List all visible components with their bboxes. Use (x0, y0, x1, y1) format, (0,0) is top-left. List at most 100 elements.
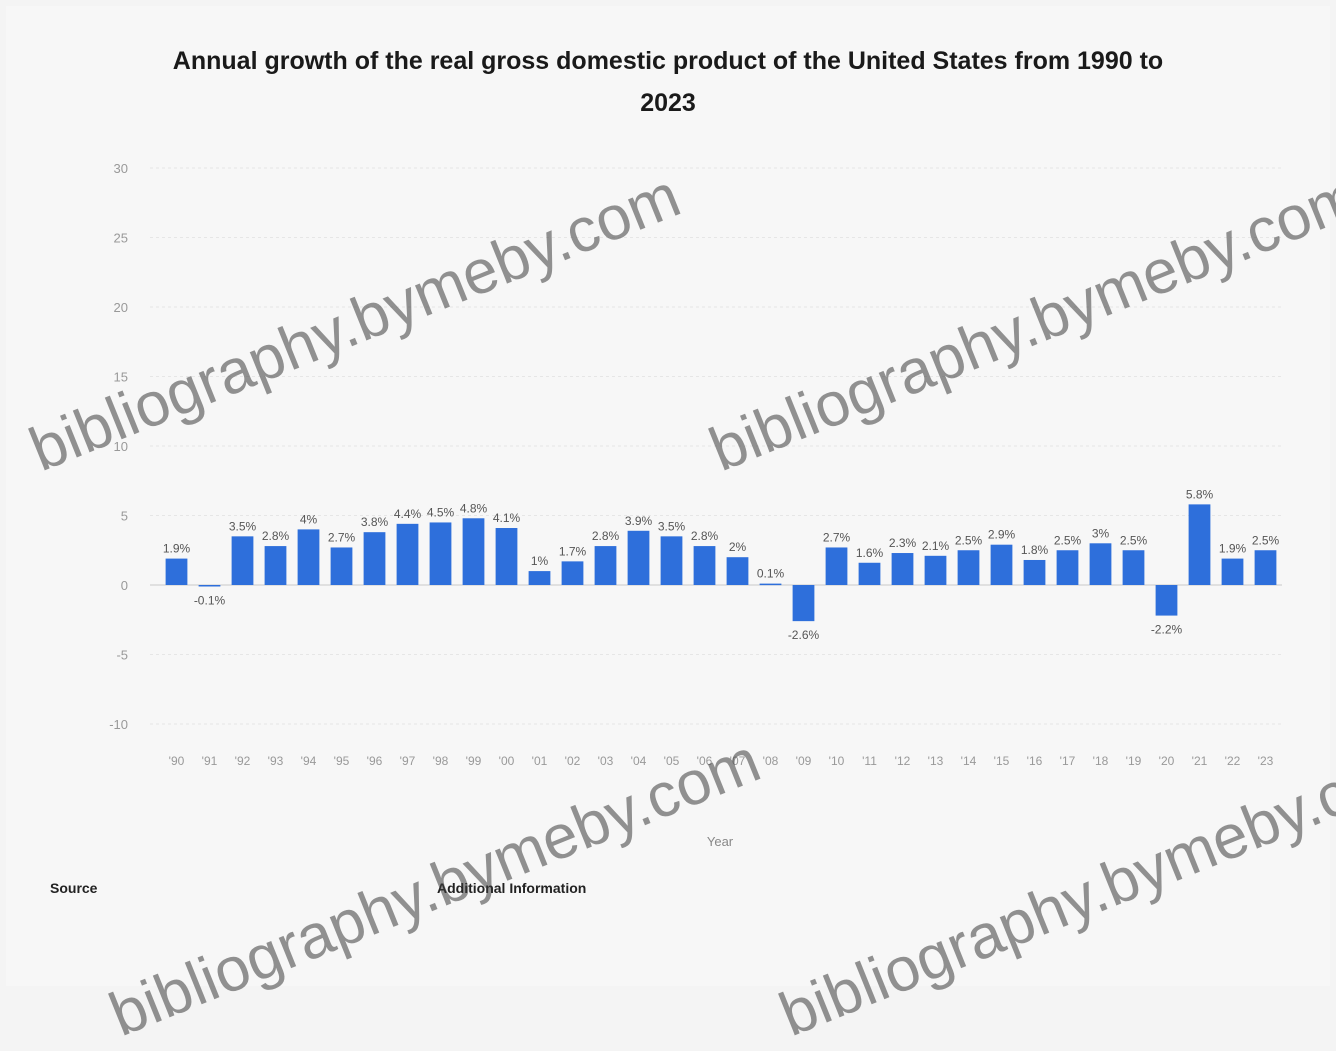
x-tick-label: '14 (961, 754, 977, 768)
bar-04[interactable] (627, 530, 650, 585)
bar-01[interactable] (528, 571, 551, 585)
data-label: 4.8% (460, 501, 488, 515)
bar-96[interactable] (363, 532, 386, 585)
x-tick-label: '22 (1225, 754, 1241, 768)
source-header: Source (50, 880, 98, 896)
data-label: -2.2% (1151, 623, 1183, 637)
bar-98[interactable] (429, 522, 452, 585)
bar-19[interactable] (1122, 550, 1145, 585)
x-tick-label: '92 (235, 754, 251, 768)
data-label: 2.5% (1054, 533, 1082, 547)
x-tick-label: '02 (565, 754, 581, 768)
data-label: 0.1% (757, 567, 785, 581)
bar-00[interactable] (495, 528, 518, 585)
bar-08[interactable] (759, 583, 782, 586)
data-label: 3.9% (625, 514, 653, 528)
data-label: 2% (729, 540, 747, 554)
bar-99[interactable] (462, 518, 485, 585)
data-label: 2.5% (955, 533, 983, 547)
y-tick-label: -5 (116, 648, 128, 663)
data-label: 4.5% (427, 505, 455, 519)
y-tick-label: -10 (109, 717, 128, 732)
bar-20[interactable] (1155, 585, 1178, 616)
grid-layer (150, 167, 1282, 725)
bar-90[interactable] (165, 558, 188, 585)
x-tick-label: '06 (697, 754, 713, 768)
data-label: 2.7% (328, 530, 356, 544)
bar-16[interactable] (1023, 559, 1046, 585)
data-labels: 1.9% -0.1% 3.5% 2.8% 4% 2.7% 3.8% 4.4% 4.5% 4.8% 4… (163, 487, 1280, 642)
x-tick-label: '19 (1126, 754, 1142, 768)
x-tick-label: '00 (499, 754, 515, 768)
y-tick-label: 25 (114, 231, 128, 246)
data-label: 1% (531, 554, 549, 568)
data-label: 3.5% (658, 519, 686, 533)
x-tick-label: '21 (1192, 754, 1208, 768)
x-tick-label: '13 (928, 754, 944, 768)
bar-21[interactable] (1188, 504, 1211, 585)
bar-91[interactable] (198, 585, 221, 587)
chart-title-line-2: 2023 (640, 89, 696, 117)
data-label: 2.1% (922, 539, 950, 553)
bar-11[interactable] (858, 562, 881, 585)
x-tick-label: '90 (169, 754, 185, 768)
data-label: 2.3% (889, 536, 917, 550)
bar-95[interactable] (330, 547, 353, 585)
bar-18[interactable] (1089, 543, 1112, 585)
bar-10[interactable] (825, 547, 848, 585)
x-tick-label: '17 (1060, 754, 1076, 768)
x-tick-label: '10 (829, 754, 845, 768)
y-tick-labels: -10 -5 0 5 10 15 20 25 30 (109, 161, 128, 732)
data-label: 2.8% (262, 529, 290, 543)
bars (165, 504, 1277, 622)
x-tick-label: '05 (664, 754, 680, 768)
x-tick-label: '98 (433, 754, 449, 768)
bar-09[interactable] (792, 585, 815, 622)
bar-03[interactable] (594, 546, 617, 585)
bar-94[interactable] (297, 529, 320, 585)
data-label: 4.1% (493, 511, 521, 525)
bar-17[interactable] (1056, 550, 1079, 585)
data-label: 1.9% (163, 542, 191, 556)
chart-title: Annual growth of the real gross domestic… (0, 40, 1336, 124)
x-tick-label: '93 (268, 754, 284, 768)
data-label: 1.7% (559, 544, 587, 558)
y-tick-label: 15 (114, 370, 128, 385)
x-tick-label: '03 (598, 754, 614, 768)
y-tick-label: 0 (121, 578, 128, 593)
data-label: 1.9% (1219, 542, 1247, 556)
bar-22[interactable] (1221, 558, 1244, 585)
x-tick-label: '12 (895, 754, 911, 768)
additional-info-block: Additional Information (437, 880, 697, 899)
bar-93[interactable] (264, 546, 287, 585)
bar-06[interactable] (693, 546, 716, 585)
data-label: 3% (1092, 526, 1110, 540)
bar-92[interactable] (231, 536, 254, 585)
data-label: 2.5% (1252, 533, 1280, 547)
bar-97[interactable] (396, 523, 419, 585)
x-tick-label: '96 (367, 754, 383, 768)
x-tick-label: '15 (994, 754, 1010, 768)
x-tick-label: '16 (1027, 754, 1043, 768)
bar-05[interactable] (660, 536, 683, 585)
bar-23[interactable] (1254, 550, 1277, 585)
data-label: 3.5% (229, 519, 257, 533)
x-tick-label: '04 (631, 754, 647, 768)
bar-chart: -10 -5 0 5 10 15 20 25 30 1.9% -0.1% 3.5% 2.8% 4% 2.7… (109, 161, 1282, 849)
chart-card (6, 6, 1330, 986)
data-label: 2.9% (988, 528, 1016, 542)
data-label: 5.8% (1186, 487, 1214, 501)
bar-07[interactable] (726, 557, 749, 585)
bar-14[interactable] (957, 550, 980, 585)
data-label: -0.1% (194, 593, 226, 607)
y-tick-label: 20 (114, 300, 128, 315)
x-tick-label: '94 (301, 754, 317, 768)
bar-15[interactable] (990, 544, 1013, 585)
x-tick-label: '99 (466, 754, 482, 768)
bar-02[interactable] (561, 561, 584, 585)
y-tick-label: 5 (121, 509, 128, 524)
data-label: -2.6% (788, 628, 820, 642)
bar-13[interactable] (924, 555, 947, 585)
bar-12[interactable] (891, 553, 914, 585)
data-label: 2.8% (691, 529, 719, 543)
